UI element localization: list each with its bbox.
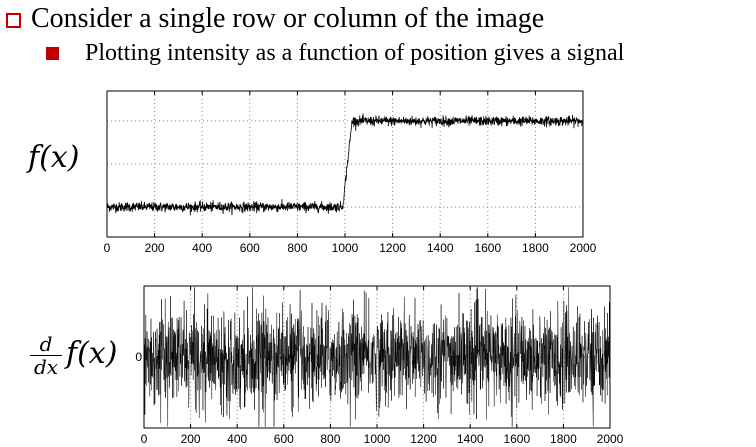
chart1-signal-line bbox=[106, 113, 584, 216]
chart1-ylabel: f(x) bbox=[28, 140, 80, 175]
chart2-ylabel: f(x) bbox=[66, 336, 118, 371]
chart2-x-tick-label: 1800 bbox=[550, 432, 577, 446]
chart1-x-tick-label: 1400 bbox=[427, 241, 454, 255]
chart1-x-tick-label: 2000 bbox=[570, 241, 597, 255]
chart1-x-tick-label: 1000 bbox=[332, 241, 359, 255]
chart1-x-tick-label: 1800 bbox=[522, 241, 549, 255]
chart2-y-tick-label: 0 bbox=[135, 350, 142, 364]
bullet-text-level-1: Consider a single row or column of the i… bbox=[31, 3, 545, 34]
chart1-x-tick-label: 400 bbox=[192, 241, 212, 255]
chart2-x-tick-label: 1000 bbox=[364, 432, 391, 446]
chart2-x-tick-label: 0 bbox=[141, 432, 148, 446]
chart2-x-tick-label: 800 bbox=[320, 432, 340, 446]
derivative-denominator: dx bbox=[33, 355, 59, 379]
chart1-x-tick-label: 0 bbox=[104, 241, 111, 255]
bullet-level-1: Consider a single row or column of the i… bbox=[6, 3, 544, 35]
chart2-x-tick-label: 200 bbox=[181, 432, 201, 446]
chart1-x-tick-label: 1600 bbox=[474, 241, 501, 255]
chart2-x-tick-label: 1200 bbox=[410, 432, 437, 446]
chart2-signal-line bbox=[143, 287, 611, 427]
chart2-x-tick-label: 400 bbox=[227, 432, 247, 446]
derivative-numerator: d bbox=[39, 332, 53, 356]
chart1-x-tick-label: 200 bbox=[145, 241, 165, 255]
chart1-x-tick-label: 600 bbox=[240, 241, 260, 255]
chart1-x-tick-label: 1200 bbox=[379, 241, 406, 255]
fraction-bar bbox=[30, 355, 62, 356]
chart1-x-tick-label: 800 bbox=[287, 241, 307, 255]
chart2-x-tick-label: 600 bbox=[274, 432, 294, 446]
hollow-square-bullet-icon bbox=[6, 12, 21, 28]
chart2-x-tick-label: 1600 bbox=[503, 432, 530, 446]
filled-square-bullet-icon bbox=[46, 47, 59, 60]
bullet-text-level-2: Plotting intensity as a function of posi… bbox=[85, 39, 625, 66]
bullet-level-2: Plotting intensity as a function of posi… bbox=[46, 38, 624, 68]
chart2-ylabel-derivative: d dx bbox=[30, 333, 62, 378]
chart2-x-tick-label: 1400 bbox=[457, 432, 484, 446]
chart2-x-tick-label: 2000 bbox=[597, 432, 624, 446]
